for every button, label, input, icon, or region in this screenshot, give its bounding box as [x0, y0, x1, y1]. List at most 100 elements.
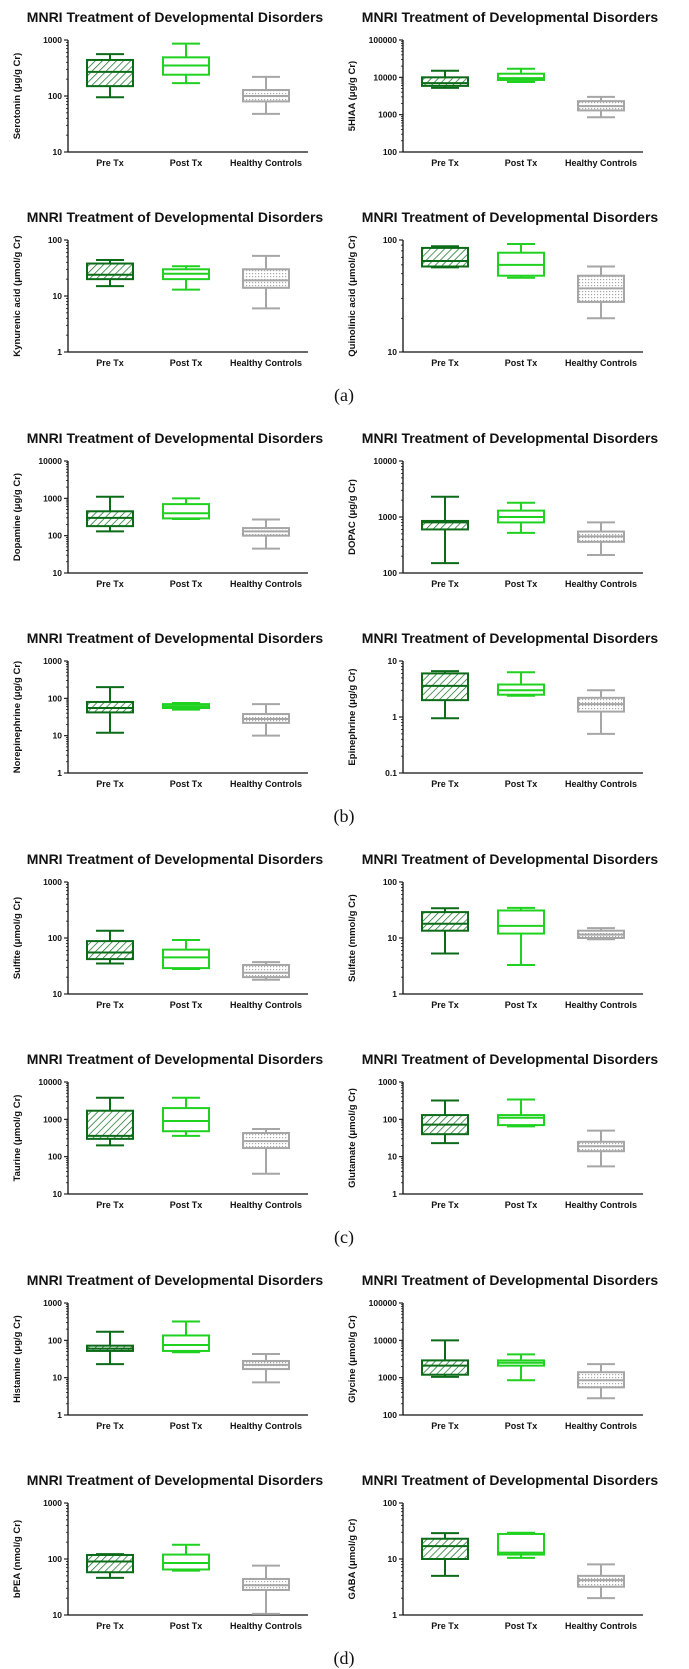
x-tick-label: Post Tx	[170, 158, 203, 168]
box-post-tx	[497, 1353, 545, 1382]
box-iqr	[497, 909, 545, 935]
x-tick-label: Pre Tx	[96, 1200, 124, 1210]
box-iqr	[162, 1334, 210, 1352]
box-post-tx	[162, 1543, 210, 1572]
y-axis-label: Glutamate (μmol/g Cr)	[347, 1088, 358, 1188]
y-tick-label: 1000	[43, 1498, 62, 1508]
x-tick-label: Healthy Controls	[230, 1200, 302, 1210]
y-axis-label: Epinephrine (μg/g Cr)	[347, 668, 358, 765]
y-axis-label: Sulfate (mmol/g Cr)	[347, 894, 358, 982]
chart-panel-4: MNRI Treatment of Developmental Disorder…	[347, 209, 658, 368]
y-tick-label: 1	[392, 989, 397, 999]
y-tick-label: 10	[388, 1554, 398, 1564]
y-tick-label: 100	[383, 1498, 397, 1508]
y-tick-label: 10000	[373, 456, 397, 466]
box-post-tx	[162, 1096, 210, 1137]
y-tick-label: 10	[388, 656, 398, 666]
box-post-tx	[162, 42, 210, 85]
y-tick-label: 1000	[43, 35, 62, 45]
box-post-tx	[162, 1320, 210, 1354]
panel-label-a: (a)	[334, 385, 354, 406]
y-tick-label: 1	[57, 1410, 62, 1420]
y-tick-label: 10	[53, 147, 63, 157]
y-tick-label: 1000	[43, 656, 62, 666]
x-tick-label: Pre Tx	[431, 1621, 459, 1631]
chart-panel-15: MNRI Treatment of Developmental Disorder…	[12, 1472, 323, 1631]
chart-title: MNRI Treatment of Developmental Disorder…	[362, 430, 659, 446]
x-tick-label: Healthy Controls	[565, 1000, 637, 1010]
box-iqr	[421, 246, 469, 268]
chart-title: MNRI Treatment of Developmental Disorder…	[362, 851, 659, 867]
y-tick-label: 1000	[378, 1077, 397, 1087]
y-tick-label: 100000	[369, 1298, 398, 1308]
box-iqr	[497, 1532, 545, 1556]
x-tick-label: Healthy Controls	[565, 358, 637, 368]
chart-title: MNRI Treatment of Developmental Disorder…	[27, 209, 324, 225]
box-iqr	[242, 268, 290, 289]
x-tick-label: Healthy Controls	[565, 1421, 637, 1431]
chart-title: MNRI Treatment of Developmental Disorder…	[27, 1272, 324, 1288]
x-tick-label: Pre Tx	[431, 1200, 459, 1210]
x-tick-label: Healthy Controls	[230, 358, 302, 368]
box-iqr	[86, 1553, 134, 1574]
y-tick-label: 1	[392, 1610, 397, 1620]
box-healthy-controls	[242, 254, 290, 310]
box-post-tx	[497, 243, 545, 279]
y-tick-label: 10	[53, 291, 63, 301]
y-axis-label: Histamine (μg/g Cr)	[12, 1315, 23, 1403]
box-healthy-controls	[577, 1129, 625, 1168]
box-healthy-controls	[242, 703, 290, 737]
x-tick-label: Pre Tx	[431, 779, 459, 789]
y-tick-label: 1000	[378, 512, 397, 522]
x-tick-label: Pre Tx	[96, 358, 124, 368]
box-pre-tx	[86, 929, 134, 965]
x-tick-label: Healthy Controls	[230, 1621, 302, 1631]
x-tick-label: Healthy Controls	[565, 1200, 637, 1210]
box-healthy-controls	[577, 265, 625, 320]
x-tick-label: Post Tx	[505, 1000, 538, 1010]
y-tick-label: 10	[388, 933, 398, 943]
box-iqr	[86, 262, 134, 281]
chart-title: MNRI Treatment of Developmental Disorder…	[27, 630, 324, 646]
x-tick-label: Pre Tx	[96, 1421, 124, 1431]
box-pre-tx	[86, 686, 134, 734]
box-iqr	[421, 1537, 469, 1561]
x-tick-label: Healthy Controls	[230, 1421, 302, 1431]
y-tick-label: 10	[388, 1152, 398, 1162]
x-tick-label: Pre Tx	[431, 579, 459, 589]
y-tick-label: 10	[53, 989, 63, 999]
box-iqr	[162, 503, 210, 520]
box-iqr	[421, 911, 469, 932]
chart-panel-16: MNRI Treatment of Developmental Disorder…	[347, 1472, 658, 1631]
box-pre-tx	[421, 495, 469, 565]
box-pre-tx	[86, 53, 134, 99]
y-tick-label: 10000	[373, 72, 397, 82]
chart-title: MNRI Treatment of Developmental Disorder…	[362, 1272, 659, 1288]
chart-panel-11: MNRI Treatment of Developmental Disorder…	[12, 1051, 323, 1210]
box-healthy-controls	[577, 927, 625, 941]
y-tick-label: 1000	[378, 110, 397, 120]
chart-panel-10: MNRI Treatment of Developmental Disorder…	[347, 851, 658, 1010]
x-tick-label: Post Tx	[505, 158, 538, 168]
y-tick-label: 100000	[369, 35, 398, 45]
box-healthy-controls	[577, 1563, 625, 1600]
y-tick-label: 100	[383, 1410, 397, 1420]
box-healthy-controls	[242, 1128, 290, 1175]
y-tick-label: 100	[48, 693, 62, 703]
x-tick-label: Post Tx	[505, 358, 538, 368]
chart-panel-6: MNRI Treatment of Developmental Disorder…	[347, 430, 658, 589]
y-tick-label: 100	[48, 91, 62, 101]
box-healthy-controls	[242, 961, 290, 981]
y-tick-label: 100	[383, 568, 397, 578]
chart-panel-9: MNRI Treatment of Developmental Disorder…	[12, 851, 323, 1010]
y-axis-label: Dopamine (μg/g Cr)	[12, 473, 23, 561]
y-axis-label: Norepinephrine (μg/g Cr)	[12, 661, 23, 773]
y-tick-label: 10	[53, 568, 63, 578]
x-tick-label: Healthy Controls	[230, 1000, 302, 1010]
y-tick-label: 1000	[43, 1298, 62, 1308]
y-axis-label: 5HIAA (μg/g Cr)	[347, 61, 358, 131]
x-tick-label: Post Tx	[170, 358, 203, 368]
box-healthy-controls	[577, 1363, 625, 1400]
